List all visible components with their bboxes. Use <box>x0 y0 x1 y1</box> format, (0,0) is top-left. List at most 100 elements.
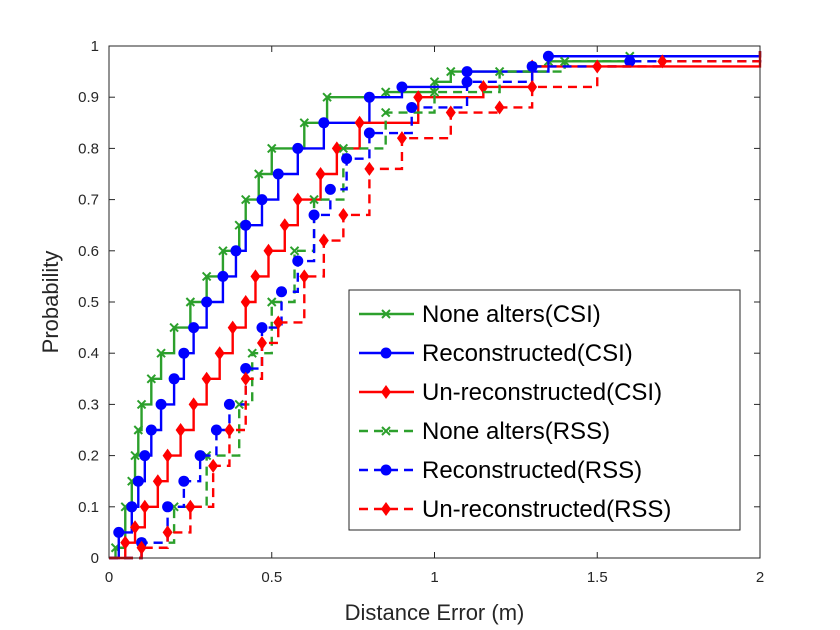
legend-entry-3: Un-reconstructed(CSI) <box>359 379 662 406</box>
series-1-point-4 <box>130 450 140 461</box>
series-1-point-8 <box>156 348 166 358</box>
series-6-point-13 <box>396 131 407 146</box>
y-tick-label-7: 0.7 <box>78 192 99 209</box>
series-3-point-5 <box>162 448 173 463</box>
series-4-point-10-stroke-b <box>380 107 391 118</box>
series-2-point-13 <box>240 219 252 231</box>
series-1-point-16 <box>267 143 277 154</box>
series-2-point-17 <box>318 117 330 129</box>
series-1-point-15-stroke-b <box>254 169 264 179</box>
series-1-point-14-stroke-b <box>241 194 251 205</box>
x-tick-label-2: 1 <box>430 569 438 586</box>
series-6-point-5 <box>224 423 235 437</box>
series-2-point-21 <box>542 50 554 62</box>
x-tick-label-0: 0 <box>105 569 113 586</box>
series-1-point-9-stroke-b <box>169 322 179 333</box>
legend: None alters(CSI) Reconstructed(CSI) Un-rec… <box>348 289 741 531</box>
series-3-point-8 <box>201 371 212 386</box>
y-tick-label-4: 0.4 <box>78 345 99 362</box>
series-4-point-5 <box>247 348 257 358</box>
legend-swatch-marker-5 <box>380 464 392 476</box>
series-5-point-6 <box>223 398 235 410</box>
series-1-point-7 <box>146 374 157 384</box>
series-4-point-6 <box>267 297 277 307</box>
legend-swatch-marker-2 <box>380 347 392 359</box>
series-3-point-11 <box>240 295 251 309</box>
series-1-point-18 <box>322 92 332 102</box>
series-1-point-8-stroke-b <box>156 348 166 358</box>
series-1-point-20 <box>429 77 440 87</box>
series-layer <box>109 50 762 560</box>
series-1-point-11 <box>201 271 212 282</box>
series-6-point-3 <box>185 499 196 514</box>
series-3-point-7 <box>188 397 199 412</box>
series-3-point-18 <box>354 115 365 130</box>
y-tick-label-6: 0.6 <box>78 243 99 260</box>
series-5-point-3 <box>178 475 190 487</box>
series-2-point-12 <box>230 245 242 257</box>
series-5-point-12 <box>324 183 336 195</box>
series-1-point-17 <box>299 118 310 128</box>
legend-entry-4: None alters(RSS) <box>359 418 610 445</box>
series-1-point-20-stroke-b <box>429 77 440 87</box>
legend-label-4: None alters(RSS) <box>422 418 610 445</box>
series-2-point-8 <box>178 347 190 359</box>
legend-swatch-marker-6 <box>381 502 391 516</box>
series-1-point-7-stroke-b <box>146 374 157 384</box>
series-5-point-2 <box>162 501 174 513</box>
series-5-point-14 <box>363 127 375 139</box>
series-6-point-9 <box>299 269 310 284</box>
series-3-point-10 <box>227 320 238 335</box>
series-2-point-6 <box>155 398 167 410</box>
series-4-point-4-stroke-b <box>234 399 244 410</box>
legend-label-3: Un-reconstructed(CSI) <box>422 379 662 406</box>
series-2-point-20 <box>461 66 473 78</box>
series-5-point-18 <box>624 55 636 67</box>
series-4-point-12 <box>494 66 505 77</box>
legend-entry-1: None alters(CSI) <box>359 301 601 328</box>
series-5-point-16 <box>461 76 473 88</box>
series-5-point-15 <box>406 101 418 113</box>
series-2-point-16 <box>292 142 304 154</box>
series-1-point-10-stroke-b <box>185 297 196 307</box>
series-5-point-9 <box>276 286 288 298</box>
series-2-point-1 <box>113 526 125 538</box>
series-6-point-18 <box>657 54 668 69</box>
y-tick-label-0: 0 <box>91 550 99 567</box>
series-6-point-11 <box>338 207 349 222</box>
series-6-point-14 <box>445 105 456 120</box>
legend-label-6: Un-reconstructed(RSS) <box>422 496 671 523</box>
series-6-point-16 <box>527 79 538 94</box>
series-5-point-11 <box>308 209 320 221</box>
series-6-point-2 <box>162 525 173 540</box>
series-2-point-7 <box>168 373 180 385</box>
series-4-point-13-stroke-b <box>559 56 570 67</box>
series-2-point-2 <box>126 501 138 513</box>
series-6-point-17 <box>592 59 603 74</box>
series-5-point-8 <box>256 322 268 334</box>
legend-swatch-marker-4-stroke-b <box>381 426 391 436</box>
legend-entry-5: Reconstructed(RSS) <box>359 457 642 484</box>
series-1-point-10 <box>185 297 196 307</box>
series-5-point-17 <box>526 60 538 72</box>
series-3-point-13 <box>263 243 274 258</box>
series-1-point-9 <box>169 322 179 333</box>
series-3-point-2 <box>130 520 141 535</box>
series-4-point-11-stroke-b <box>429 87 440 97</box>
series-1-point-6-stroke-b <box>136 399 147 410</box>
series-5-point-10 <box>292 255 304 267</box>
series-6-point-4 <box>208 458 219 473</box>
series-2-point-11 <box>217 270 229 282</box>
series-2-point-14 <box>256 194 268 206</box>
series-4-point-10 <box>380 107 391 118</box>
series-1-point-12 <box>218 246 228 256</box>
x-tick-label-3: 1.5 <box>587 569 608 586</box>
series-4-point-9 <box>338 143 349 154</box>
series-3-point-19 <box>413 90 424 105</box>
series-6-point-10 <box>318 233 329 248</box>
series-1-point-21 <box>446 66 456 77</box>
series-1-point-5-stroke-b <box>133 425 144 435</box>
legend-entry-2: Reconstructed(CSI) <box>359 340 633 367</box>
legend-entry-6: Un-reconstructed(RSS) <box>359 496 671 523</box>
